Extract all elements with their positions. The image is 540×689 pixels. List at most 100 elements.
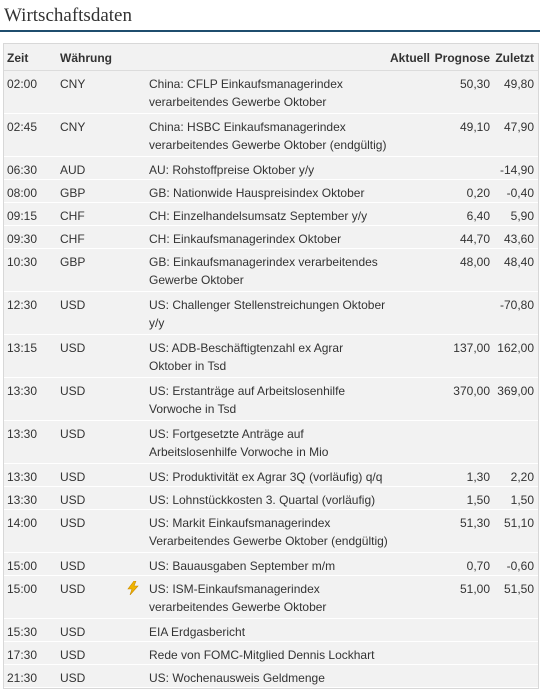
row-previous-value: 369,00 xyxy=(497,384,534,398)
row-currency: USD xyxy=(60,648,86,662)
row-currency: USD xyxy=(60,427,86,441)
row-previous-value: -0,60 xyxy=(506,559,534,573)
row-forecast-value: 44,70 xyxy=(459,232,490,246)
row-event-description: US: Wochenausweis Geldmenge xyxy=(149,671,325,685)
table-row: 15:30 USD EIA Erdgasbericht xyxy=(4,619,538,642)
table-row: 08:00 GBP GB: Nationwide Hauspreisindex Ok… xyxy=(4,180,538,218)
row-currency: USD xyxy=(60,298,86,312)
table-row: 09:15 CHF CH: Einzelhandelsumsatz Septembe… xyxy=(4,203,538,226)
row-forecast-value: 49,10 xyxy=(459,120,490,134)
row-time: 15:00 xyxy=(7,582,38,596)
row-time: 13:30 xyxy=(7,384,38,398)
row-forecast-value: 50,30 xyxy=(459,77,490,91)
row-previous-value: -14,90 xyxy=(499,163,534,177)
table-row: 15:00 USD US: ISM-Einkaufsmanagerindex ver… xyxy=(4,576,538,619)
row-event-description: US: Markit Einkaufsmanagerindex Verarbei… xyxy=(149,516,388,548)
row-forecast-value: 137,00 xyxy=(453,341,490,355)
row-event-description: US: Fortgesetzte Anträge auf Arbeitslose… xyxy=(149,427,329,459)
row-event-description: CH: Einkaufsmanagerindex Oktober xyxy=(149,232,342,246)
row-time: 06:30 xyxy=(7,163,38,177)
row-forecast-value: 0,20 xyxy=(466,186,490,200)
row-time: 13:30 xyxy=(7,493,38,507)
table-row: 13:15 USD US: ADB-Beschäftigtenzahl ex Agr… xyxy=(4,335,538,378)
title-divider xyxy=(0,30,540,32)
row-previous-value: 51,50 xyxy=(503,582,534,596)
table-row: 14:00 USD US: Markit Einkaufsmanagerindex … xyxy=(4,510,538,553)
table-row: 09:30 CHF CH: Einkaufsmanagerindex Oktober… xyxy=(4,226,538,249)
row-previous-value: 2,20 xyxy=(510,470,534,484)
row-time: 12:30 xyxy=(7,298,38,312)
table-body: 02:00 CNY China: CFLP Einkaufsmanagerindex… xyxy=(4,71,538,688)
row-currency: CNY xyxy=(60,77,86,91)
row-previous-value: -0,40 xyxy=(506,186,534,200)
row-event-description: AU: Rohstoffpreise Oktober y/y xyxy=(149,163,315,177)
row-forecast-value: 0,70 xyxy=(466,559,490,573)
row-time: 13:30 xyxy=(7,470,38,484)
column-header-time: Zeit xyxy=(7,51,29,65)
row-event-description: US: Erstanträge auf Arbeitslosenhilfe Vo… xyxy=(149,384,346,416)
row-event-description: EIA Erdgasbericht xyxy=(149,625,246,639)
row-event-description: GB: Einkaufsmanagerindex verarbeitendes … xyxy=(149,255,378,287)
row-forecast-value: 370,00 xyxy=(453,384,490,398)
row-time: 10:30 xyxy=(7,255,38,269)
row-time: 08:00 xyxy=(7,186,38,200)
row-currency: USD xyxy=(60,341,86,355)
row-currency: USD xyxy=(60,493,86,507)
row-previous-value: 49,80 xyxy=(503,77,534,91)
row-currency: USD xyxy=(60,582,86,596)
row-currency: GBP xyxy=(60,255,86,269)
row-currency: CNY xyxy=(60,120,86,134)
row-time: 02:45 xyxy=(7,120,38,134)
row-time: 17:30 xyxy=(7,648,38,662)
row-previous-value: 51,10 xyxy=(503,516,534,530)
row-forecast-value: 48,00 xyxy=(459,255,490,269)
row-currency: USD xyxy=(60,470,86,484)
row-previous-value: 162,00 xyxy=(497,341,534,355)
row-previous-value: 1,50 xyxy=(510,493,534,507)
row-previous-value: 48,40 xyxy=(503,255,534,269)
row-forecast-value: 6,40 xyxy=(466,209,490,223)
row-event-description: China: CFLP Einkaufsmanagerindex verarbe… xyxy=(149,77,343,109)
table-row: 13:30 USD US: Fortgesetzte Anträge auf Arb… xyxy=(4,421,538,464)
row-event-description: US: ADB-Beschäftigtenzahl ex Agrar Oktob… xyxy=(149,341,344,373)
row-time: 13:30 xyxy=(7,427,38,441)
row-time: 02:00 xyxy=(7,77,38,91)
row-event-description: US: Bauausgaben September m/m xyxy=(149,559,336,573)
row-currency: USD xyxy=(60,516,86,530)
column-header-currency: Währung xyxy=(60,51,112,65)
row-event-description: Rede von FOMC-Mitglied Dennis Lockhart xyxy=(149,648,375,662)
row-event-description: CH: Einzelhandelsumsatz September y/y xyxy=(149,209,368,223)
row-currency: USD xyxy=(60,384,86,398)
table-header: Zeit Währung Aktuell Prognose Zuletzt xyxy=(4,44,538,71)
row-time: 15:00 xyxy=(7,559,38,573)
row-time: 21:30 xyxy=(7,671,38,685)
economic-data-widget: Wirtschaftsdaten Zeit Währung Aktuell Pr… xyxy=(0,5,540,689)
row-event-description: US: ISM-Einkaufsmanagerindex verarbeiten… xyxy=(149,582,327,614)
table-row: 02:00 CNY China: CFLP Einkaufsmanagerindex… xyxy=(4,71,538,114)
row-currency: USD xyxy=(60,625,86,639)
row-currency: AUD xyxy=(60,163,86,177)
row-time: 13:15 xyxy=(7,341,38,355)
economic-calendar-table: Zeit Währung Aktuell Prognose Zuletzt 02… xyxy=(3,43,539,689)
table-row: 13:30 USD US: Lohnstückkosten 3. Quartal (… xyxy=(4,487,538,525)
column-header-actual: Aktuell xyxy=(389,51,430,65)
table-row: 12:30 USD US: Challenger Stellenstreichung… xyxy=(4,292,538,335)
row-previous-value: 43,60 xyxy=(503,232,534,246)
table-row: 15:00 USD US: Bauausgaben September m/m 0,7… xyxy=(4,553,538,576)
table-row: 06:30 AUD AU: Rohstoffpreise Oktober y/y -1… xyxy=(4,157,538,180)
row-currency: CHF xyxy=(60,232,85,246)
row-forecast-value: 1,30 xyxy=(466,470,490,484)
row-currency: GBP xyxy=(60,186,86,200)
row-previous-value: 47,90 xyxy=(503,120,534,134)
table-row: 13:30 USD US: Erstanträge auf Arbeitslosen… xyxy=(4,378,538,421)
table-row: 13:30 USD US: Produktivität ex Agrar 3Q (v… xyxy=(4,464,538,487)
row-time: 09:30 xyxy=(7,232,38,246)
row-event-description: US: Produktivität ex Agrar 3Q (vorläufig… xyxy=(149,470,383,484)
row-forecast-value: 51,00 xyxy=(459,582,490,596)
row-forecast-value: 51,30 xyxy=(459,516,490,530)
row-forecast-value: 1,50 xyxy=(466,493,490,507)
column-header-forecast: Prognose xyxy=(434,51,490,65)
row-currency: USD xyxy=(60,671,86,685)
table-row: 21:30 USD US: Wochenausweis Geldmenge xyxy=(4,665,538,688)
row-previous-value: -70,80 xyxy=(499,298,534,312)
